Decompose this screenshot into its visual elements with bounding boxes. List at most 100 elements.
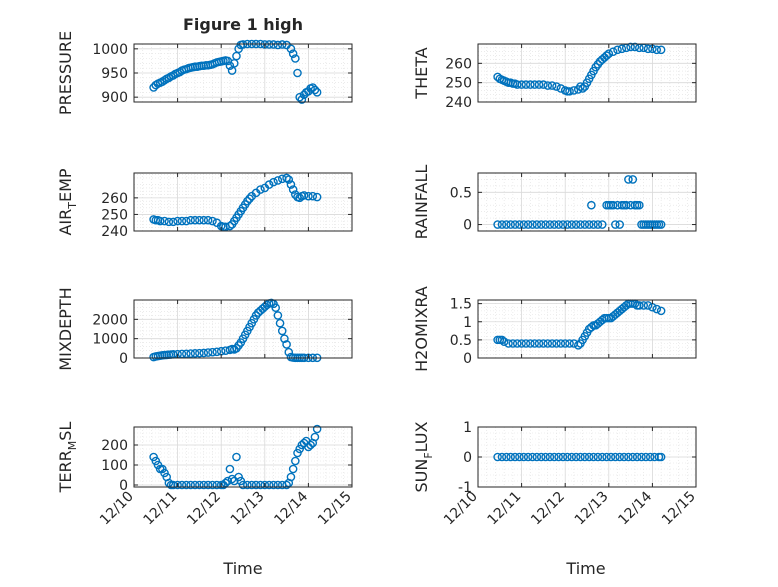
h2omixra-data-point [504,339,513,348]
terr-data-point [306,440,315,450]
theta-data-point [604,49,614,58]
terr-data-point [312,424,322,434]
sun-data-point [502,452,511,462]
pressure-data-point [293,68,302,78]
h2omixra-data-point [560,339,570,348]
sun-data-point [619,452,629,462]
sun-x-tick-label: 12/15 [659,489,699,529]
air-data-point [160,216,169,226]
air-data-point [155,216,165,226]
terr-data-point [269,480,278,490]
rainfall-data-point [506,220,516,229]
pressure-data-point [168,71,178,80]
terr-x-tick-label: 12/12 [184,489,224,529]
air-y-axis-label: AIRTEMP [56,168,79,235]
theta-data-point [565,87,574,96]
theta-data-point [547,81,557,90]
sun-data-point [597,452,607,462]
sun-data-point [536,452,546,462]
theta-data-point [530,80,539,89]
pressure-y-tick-label: 900 [101,90,128,106]
h2omixra-data-point [521,339,531,348]
mixdepth-data-point [284,347,294,357]
rainfall-data-point [558,220,568,229]
mixdepth-data-point [203,348,213,357]
theta-data-point [626,42,635,52]
terr-data-point [264,480,274,490]
air-axes-box [133,172,353,232]
air-data-point [304,191,313,201]
sun-data-point [528,452,537,462]
theta-data-point [569,86,579,95]
theta-data-point [578,84,587,93]
sun-data-point [576,452,585,462]
h2omixra-data-point [534,339,544,348]
air-data-point [199,215,209,225]
sun-data-point [532,452,542,462]
pressure-data-point [291,54,300,63]
h2omixra-y-tick-label: 1 [463,315,472,331]
sun-data-point [510,452,520,462]
air-data-point [269,177,278,187]
h2omixra-data-point [508,339,518,348]
air-data-point [282,173,291,183]
pressure-data-point [164,73,174,83]
mixdepth-data-point [273,311,283,320]
air-data-point [245,194,254,203]
h2omixra-data-point [565,339,574,348]
theta-data-point [643,44,653,54]
h2omixra-data-point [512,339,522,348]
sun-data-point [558,452,568,462]
pressure-y-tick-label: 1000 [92,42,128,58]
h2omixra-data-point [556,339,566,348]
terr-data-point [186,480,195,490]
air-data-point [195,215,204,225]
h2omixra-y-tick-label: 0.5 [450,333,472,349]
terr-data-point [310,432,320,442]
mixdepth-y-tick-label: 2000 [92,312,128,328]
sun-data-point [632,452,642,462]
h2omixra-data-point [499,337,509,346]
sun-data-point [611,452,620,462]
theta-data-point [517,80,526,89]
h2omixra-data-point [573,341,583,350]
sun-data-point [541,452,550,462]
air-data-point [312,192,322,202]
rainfall-data-point [608,200,618,210]
rainfall-data-point [571,220,581,229]
sun-data-point [554,452,563,462]
mixdepth-axes-box [133,299,353,359]
rainfall-data-point [493,220,502,229]
terr-data-point [260,480,270,490]
air-data-point [273,176,283,185]
rainfall-data-point [611,220,620,229]
mixdepth-data-point [199,348,209,358]
theta-axes-box [477,43,697,103]
theta-data-point [512,80,522,89]
air-data-point [284,175,294,184]
rainfall-y-tick-label: 0 [463,218,472,234]
mixdepth-data-point [208,347,217,357]
terr-data-point [238,480,248,490]
sun-data-point [641,452,651,462]
rainfall-data-point [519,220,529,229]
theta-data-point [602,51,611,60]
h2omixra-data-point [652,304,662,314]
pressure-data-point [297,95,307,104]
theta-data-point [521,80,531,89]
theta-data-point [630,42,640,52]
mixdepth-data-point [277,326,287,336]
terr-x-tick-label: 12/10 [97,489,137,529]
rainfall-data-point [550,220,559,229]
sun-x-tick-label: 12/14 [615,488,655,528]
theta-data-point [539,80,548,89]
terr-data-point [195,480,204,490]
rainfall-data-point [515,220,524,229]
sun-data-point [550,452,559,462]
terr-x-tick-label: 12/15 [315,489,355,529]
sun-data-point [506,452,516,462]
terr-data-point [208,480,217,490]
terr-x-tick-label: 12/11 [141,489,181,529]
rainfall-data-point [510,220,520,229]
